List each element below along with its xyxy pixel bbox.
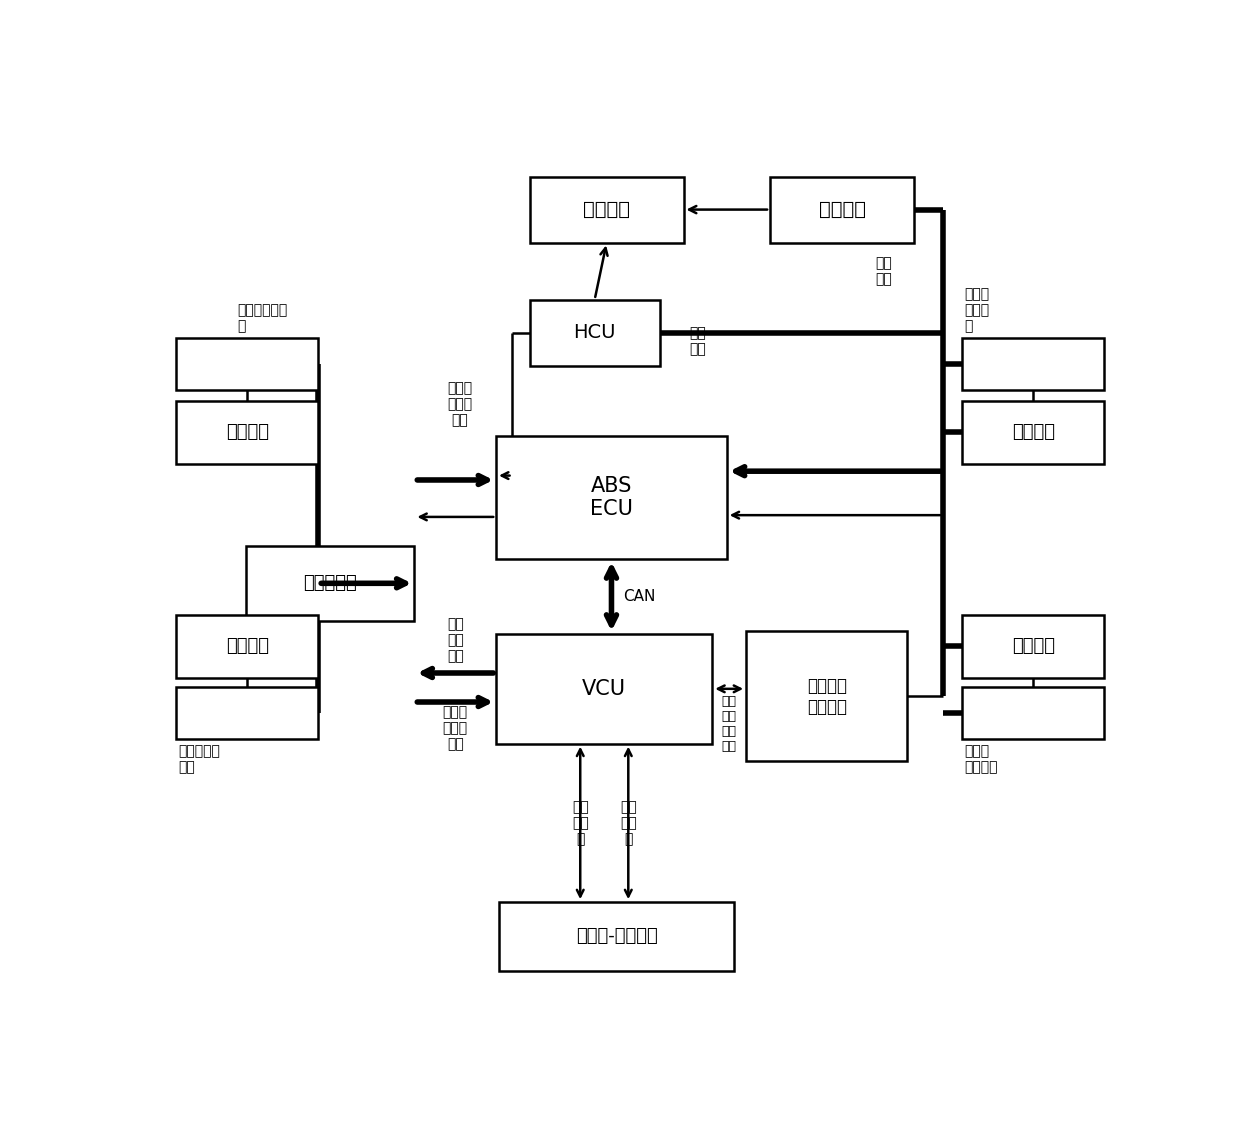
Text: 电机制
动能力
数据: 电机制 动能力 数据 bbox=[443, 706, 467, 751]
Text: 发电
机转
矩: 发电 机转 矩 bbox=[572, 799, 589, 846]
FancyBboxPatch shape bbox=[962, 614, 1105, 678]
FancyBboxPatch shape bbox=[176, 338, 319, 391]
FancyBboxPatch shape bbox=[529, 177, 683, 242]
Text: 摩擦制
动转矩
指令: 摩擦制 动转矩 指令 bbox=[448, 381, 472, 427]
FancyBboxPatch shape bbox=[529, 299, 660, 365]
Text: 轮缸压力、轮
速: 轮缸压力、轮 速 bbox=[238, 303, 288, 333]
Text: HCU: HCU bbox=[573, 323, 616, 343]
FancyBboxPatch shape bbox=[176, 614, 319, 678]
FancyBboxPatch shape bbox=[176, 401, 319, 464]
Text: 轮毂电机: 轮毂电机 bbox=[1012, 637, 1055, 656]
Text: 轮毂电机: 轮毂电机 bbox=[1012, 424, 1055, 442]
FancyBboxPatch shape bbox=[247, 546, 414, 621]
Text: 轮缸压
力、轮
速: 轮缸压 力、轮 速 bbox=[965, 287, 990, 333]
Text: 轮毂电机: 轮毂电机 bbox=[226, 424, 269, 442]
FancyBboxPatch shape bbox=[962, 338, 1105, 391]
FancyBboxPatch shape bbox=[176, 686, 319, 739]
FancyBboxPatch shape bbox=[498, 902, 734, 971]
Text: 电机控制器: 电机控制器 bbox=[304, 574, 357, 593]
Text: VCU: VCU bbox=[583, 678, 626, 699]
Text: ABS
ECU: ABS ECU bbox=[590, 476, 632, 520]
Text: 轮毂电机: 轮毂电机 bbox=[226, 637, 269, 656]
Text: 发电机-发动机组: 发电机-发动机组 bbox=[575, 927, 657, 946]
Text: 制动
意图: 制动 意图 bbox=[875, 256, 892, 287]
Text: 轮缸压力、
轮速: 轮缸压力、 轮速 bbox=[179, 743, 219, 774]
Text: 电池
充电
能力
数据: 电池 充电 能力 数据 bbox=[722, 695, 737, 753]
Text: 主缸
压力: 主缸 压力 bbox=[689, 327, 707, 356]
FancyBboxPatch shape bbox=[496, 436, 727, 560]
Text: 轮缸压
力、轮速: 轮缸压 力、轮速 bbox=[965, 743, 998, 774]
Text: 电机
制动
指令: 电机 制动 指令 bbox=[446, 618, 464, 664]
Text: CAN: CAN bbox=[622, 589, 656, 604]
FancyBboxPatch shape bbox=[962, 401, 1105, 464]
Text: 动力电池
管理系统: 动力电池 管理系统 bbox=[807, 677, 847, 716]
Text: 制动主缸: 制动主缸 bbox=[583, 200, 630, 219]
Text: 发动
机转
速: 发动 机转 速 bbox=[620, 799, 636, 846]
FancyBboxPatch shape bbox=[770, 177, 914, 242]
FancyBboxPatch shape bbox=[496, 634, 712, 743]
FancyBboxPatch shape bbox=[962, 686, 1105, 739]
FancyBboxPatch shape bbox=[746, 632, 908, 762]
Text: 制动踏板: 制动踏板 bbox=[818, 200, 866, 219]
